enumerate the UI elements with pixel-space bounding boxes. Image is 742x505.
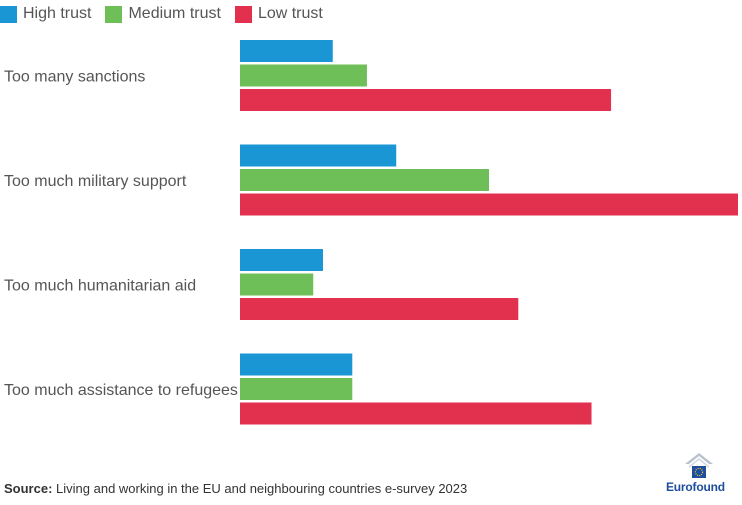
legend-swatch [234,5,252,23]
legend-swatch [105,5,123,23]
legend-label: Low trust [257,5,323,22]
bar-too-much-humanitarian-aid-high-trust [240,249,323,271]
legend-label: High trust [23,5,92,22]
category-label-too-much-military-support: Too much military support [4,173,187,190]
bar-too-much-humanitarian-aid-low-trust [240,298,519,320]
category-label-too-many-sanctions: Too many sanctions [4,69,145,86]
bar-too-much-humanitarian-aid-medium-trust [240,273,314,296]
legend: High trust Medium trust Low trust [0,4,337,24]
category-label-too-much-humanitarian-aid: Too much humanitarian aid [4,278,196,295]
bar-too-much-military-support-medium-trust [240,169,489,191]
category-label-too-much-assistance-to-refugees: Too much assistance to refugees [4,382,238,399]
bar-too-much-military-support-high-trust [240,144,397,167]
eurofound-logo: Eurofound [666,452,730,496]
legend-item-medium-trust: Medium trust [105,5,221,23]
brand-name: Eurofound [666,480,725,494]
bar-too-much-military-support-low-trust [240,193,738,216]
bar-too-many-sanctions-medium-trust [240,64,367,87]
bar-too-much-assistance-to-refugees-low-trust [240,402,592,425]
legend-item-high-trust: High trust [0,5,91,23]
bar-too-much-assistance-to-refugees-high-trust [240,353,353,376]
legend-label: Medium trust [128,5,221,22]
eurofound-logo-icon [685,453,713,478]
source-label: Source: [4,481,53,496]
source-text: Living and working in the EU and neighbo… [56,481,468,496]
bar-too-much-assistance-to-refugees-medium-trust [240,378,353,400]
legend-item-low-trust: Low trust [234,5,323,23]
bar-chart: Too many sanctions Too much military supp… [4,40,738,425]
bar-too-many-sanctions-high-trust [240,40,333,62]
legend-swatch [0,5,17,23]
bar-too-many-sanctions-low-trust [240,89,612,111]
source-note: Source: Living and working in the EU and… [4,481,467,496]
